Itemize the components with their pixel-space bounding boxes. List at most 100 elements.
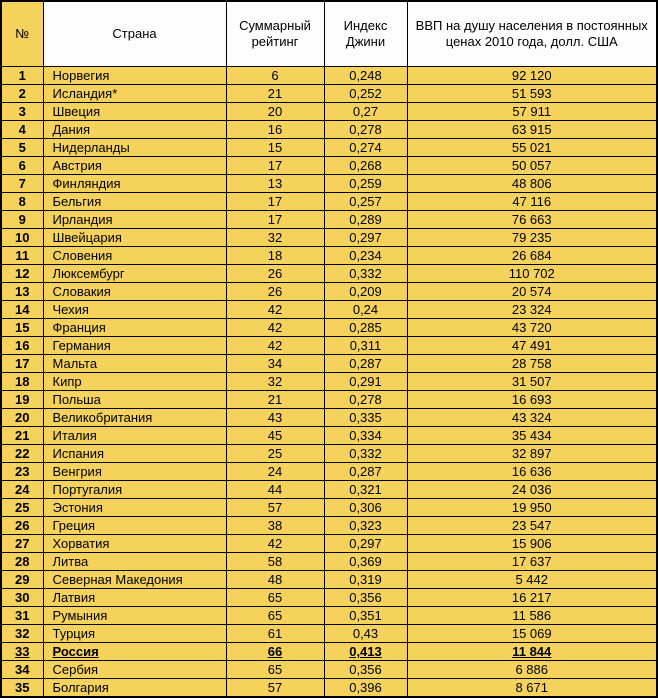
cell-gini: 0,278	[323, 390, 408, 409]
cell-rank: 18	[0, 372, 44, 391]
table-row: 23 Венгрия 24 0,287 16 636	[0, 462, 658, 481]
cell-gdp: 63 915	[406, 120, 658, 139]
table-body: 1 Норвегия 6 0,248 92 120 2 Исландия* 21 0,252 51…	[0, 66, 658, 698]
cell-gdp: 76 663	[406, 210, 658, 229]
cell-country: Люксембург	[42, 264, 227, 283]
cell-country: Финляндия	[42, 174, 227, 193]
table-row: 12 Люксембург 26 0,332 110 702	[0, 264, 658, 283]
cell-rating: 66	[225, 642, 325, 661]
cell-gdp: 16 217	[406, 588, 658, 607]
cell-gdp: 5 442	[406, 570, 658, 589]
cell-country: Норвегия	[42, 66, 227, 85]
cell-country: Словакия	[42, 282, 227, 301]
cell-country: Португалия	[42, 480, 227, 499]
cell-rating: 26	[225, 282, 325, 301]
header-rating: Суммарный рейтинг	[225, 0, 325, 67]
cell-gini: 0,287	[323, 354, 408, 373]
table-row: 26 Греция 38 0,323 23 547	[0, 516, 658, 535]
cell-gdp: 92 120	[406, 66, 658, 85]
cell-gini: 0,321	[323, 480, 408, 499]
cell-rank: 6	[0, 156, 44, 175]
cell-rank: 11	[0, 246, 44, 265]
cell-country: Великобритания	[42, 408, 227, 427]
table-row: 2 Исландия* 21 0,252 51 593	[0, 84, 658, 103]
cell-gdp: 11 844	[406, 642, 658, 661]
cell-gini: 0,334	[323, 426, 408, 445]
table-row: 3 Швеция 20 0,27 57 911	[0, 102, 658, 121]
cell-rating: 48	[225, 570, 325, 589]
cell-rank: 25	[0, 498, 44, 517]
cell-gdp: 28 758	[406, 354, 658, 373]
cell-country: Россия	[42, 642, 227, 661]
table-row: 14 Чехия 42 0,24 23 324	[0, 300, 658, 319]
cell-rating: 65	[225, 588, 325, 607]
cell-rank: 4	[0, 120, 44, 139]
cell-rating: 16	[225, 120, 325, 139]
header-rank: №	[0, 0, 44, 67]
cell-rating: 57	[225, 678, 325, 698]
header-row: № Страна Суммарный рейтинг Индекс Джини …	[0, 0, 658, 67]
cell-country: Швейцария	[42, 228, 227, 247]
cell-gini: 0,369	[323, 552, 408, 571]
cell-gini: 0,297	[323, 228, 408, 247]
cell-country: Нидерланды	[42, 138, 227, 157]
cell-gdp: 6 886	[406, 660, 658, 679]
cell-rank: 23	[0, 462, 44, 481]
cell-gdp: 57 911	[406, 102, 658, 121]
table-row: 17 Мальта 34 0,287 28 758	[0, 354, 658, 373]
cell-rating: 21	[225, 84, 325, 103]
cell-gdp: 110 702	[406, 264, 658, 283]
table-row: 28 Литва 58 0,369 17 637	[0, 552, 658, 571]
cell-rating: 32	[225, 228, 325, 247]
cell-rating: 24	[225, 462, 325, 481]
table-row: 1 Норвегия 6 0,248 92 120	[0, 66, 658, 85]
cell-gini: 0,259	[323, 174, 408, 193]
cell-gini: 0,257	[323, 192, 408, 211]
cell-country: Ирландия	[42, 210, 227, 229]
cell-rating: 44	[225, 480, 325, 499]
cell-gini: 0,351	[323, 606, 408, 625]
cell-gdp: 26 684	[406, 246, 658, 265]
cell-rank: 10	[0, 228, 44, 247]
cell-gini: 0,252	[323, 84, 408, 103]
cell-rank: 14	[0, 300, 44, 319]
cell-gini: 0,285	[323, 318, 408, 337]
cell-gdp: 23 547	[406, 516, 658, 535]
table-row: 30 Латвия 65 0,356 16 217	[0, 588, 658, 607]
cell-rating: 17	[225, 210, 325, 229]
cell-rank: 17	[0, 354, 44, 373]
cell-rating: 38	[225, 516, 325, 535]
cell-rating: 43	[225, 408, 325, 427]
cell-country: Турция	[42, 624, 227, 643]
cell-country: Испания	[42, 444, 227, 463]
cell-rating: 17	[225, 192, 325, 211]
cell-gdp: 15 069	[406, 624, 658, 643]
cell-rating: 45	[225, 426, 325, 445]
cell-rating: 6	[225, 66, 325, 85]
cell-rating: 32	[225, 372, 325, 391]
table-row: 20 Великобритания 43 0,335 43 324	[0, 408, 658, 427]
cell-country: Италия	[42, 426, 227, 445]
cell-gini: 0,278	[323, 120, 408, 139]
cell-gdp: 24 036	[406, 480, 658, 499]
cell-gdp: 43 720	[406, 318, 658, 337]
cell-rank: 28	[0, 552, 44, 571]
cell-rating: 57	[225, 498, 325, 517]
cell-gdp: 43 324	[406, 408, 658, 427]
cell-rating: 34	[225, 354, 325, 373]
cell-gdp: 16 636	[406, 462, 658, 481]
table-row: 16 Германия 42 0,311 47 491	[0, 336, 658, 355]
cell-country: Франция	[42, 318, 227, 337]
cell-rank: 35	[0, 678, 44, 698]
header-gini: Индекс Джини	[323, 0, 408, 67]
cell-country: Кипр	[42, 372, 227, 391]
cell-rating: 42	[225, 318, 325, 337]
cell-gdp: 17 637	[406, 552, 658, 571]
cell-gdp: 55 021	[406, 138, 658, 157]
cell-rank: 21	[0, 426, 44, 445]
cell-gdp: 19 950	[406, 498, 658, 517]
cell-rating: 58	[225, 552, 325, 571]
cell-gini: 0,319	[323, 570, 408, 589]
